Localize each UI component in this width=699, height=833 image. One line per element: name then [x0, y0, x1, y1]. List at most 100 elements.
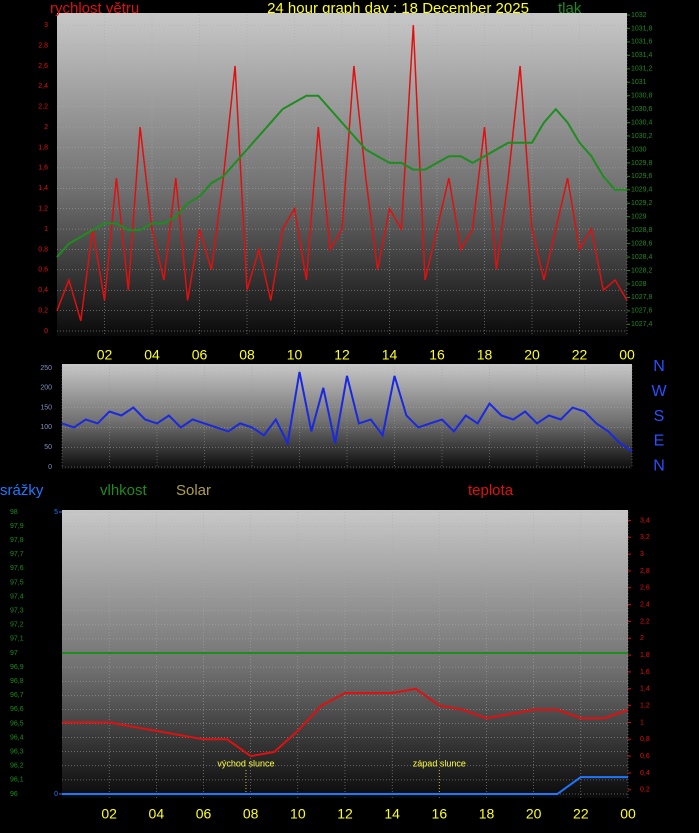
y2-tick-label: 2,4: [640, 601, 650, 608]
y-tick-label: 97: [10, 650, 18, 657]
legend-entry: vlhkost: [100, 482, 148, 499]
y2-tick-label: 1030,6: [631, 106, 653, 113]
x-tick-label: 20: [524, 347, 540, 363]
y-tick-label: 3: [44, 22, 48, 29]
series-line: [56, 25, 628, 322]
y3-tick-label: 0: [54, 791, 58, 798]
y-tick-label: 0,4: [38, 287, 48, 294]
annotation: východ slunce: [217, 758, 274, 768]
y-tick-label: 96,8: [10, 678, 24, 685]
y2-tick-label: 2: [640, 635, 644, 642]
legend-entry: rychlost větru: [50, 0, 139, 17]
y-tick-label: 97,1: [10, 636, 24, 643]
x-tick-label: 10: [287, 347, 303, 363]
y2-tick-label: 1031,6: [631, 39, 653, 46]
x-tick-label: 22: [572, 347, 588, 363]
y2-tick-label: 1028,6: [631, 240, 653, 247]
x-tick-label: 16: [432, 806, 448, 822]
y2-tick-label: 2,2: [640, 618, 650, 625]
y2-tick-label: 3: [640, 551, 644, 558]
y2-tick-label: 1027,4: [631, 321, 653, 328]
y-tick-label: 1,4: [38, 185, 48, 192]
x-tick-label: 00: [620, 806, 636, 822]
y2-tick-label: 1028,2: [631, 267, 653, 274]
y2-tick-label: 1028,8: [631, 227, 653, 234]
legend-entry: teplota: [468, 482, 514, 499]
y-tick-label: 2,8: [38, 42, 48, 49]
y2-tick-label: 0,6: [640, 753, 650, 760]
legend-entry: srážky: [0, 482, 44, 499]
y-tick-label: 97,9: [10, 523, 24, 530]
x-tick-label: 06: [196, 806, 212, 822]
x-tick-label: 18: [477, 347, 493, 363]
y-tick-label: 0: [48, 464, 52, 471]
y2-tick-label: 1031,8: [631, 25, 653, 32]
y-tick-label: 0: [44, 328, 48, 335]
series-line: [56, 94, 627, 258]
y2-tick-label: 1030,2: [631, 133, 653, 140]
legend-entry: tlak: [558, 0, 582, 17]
y2-tick-label: 1,4: [640, 686, 650, 693]
y2-tick-label: 1029,2: [631, 200, 653, 207]
y2-tick-label: 2,6: [640, 585, 650, 592]
y-tick-label: 97,6: [10, 565, 24, 572]
y-tick-label: 96,4: [10, 734, 24, 741]
y-tick-label: 1: [44, 226, 48, 233]
direction-label: E: [654, 433, 665, 450]
y-tick-label: 50: [44, 444, 52, 451]
y-tick-label: 97,2: [10, 622, 24, 629]
direction-label: N: [653, 358, 665, 375]
y-tick-label: 2,4: [38, 83, 48, 90]
series-line: [62, 687, 629, 758]
y-tick-label: 200: [40, 385, 52, 392]
x-tick-label: 18: [479, 806, 495, 822]
x-tick-label: 16: [429, 347, 445, 363]
y2-tick-label: 1030,4: [631, 119, 653, 126]
y-tick-label: 100: [40, 424, 52, 431]
y2-tick-label: 1030: [631, 146, 647, 153]
x-tick-label: 20: [526, 806, 542, 822]
direction-label: N: [653, 457, 665, 474]
y2-tick-label: 1028,4: [631, 254, 653, 261]
y-tick-label: 96: [10, 791, 18, 798]
y-tick-label: 96,5: [10, 720, 24, 727]
y-tick-label: 2,6: [38, 63, 48, 70]
y2-tick-label: 1031,4: [631, 52, 653, 59]
y2-tick-label: 1,8: [640, 652, 650, 659]
y2-tick-label: 1: [640, 719, 644, 726]
y2-tick-label: 2,8: [640, 568, 650, 575]
x-tick-label: 04: [149, 806, 165, 822]
x-tick-label: 06: [192, 347, 208, 363]
x-tick-label: 14: [382, 347, 398, 363]
y2-tick-label: 0,8: [640, 736, 650, 743]
x-tick-label: 10: [290, 806, 306, 822]
x-tick-label: 12: [337, 806, 353, 822]
y-tick-label: 0,8: [38, 246, 48, 253]
y-tick-label: 97,4: [10, 593, 24, 600]
y-tick-label: 1,6: [38, 165, 48, 172]
y2-tick-label: 1027,8: [631, 294, 653, 301]
y-tick-label: 96,9: [10, 664, 24, 671]
y-tick-label: 96,1: [10, 777, 24, 784]
y2-tick-label: 1028: [631, 281, 647, 288]
y2-tick-label: 0,4: [640, 770, 650, 777]
series-line: [62, 776, 628, 795]
y2-tick-label: 1029,6: [631, 173, 653, 180]
y2-tick-label: 3,2: [640, 534, 650, 541]
y2-tick-label: 1,2: [640, 702, 650, 709]
y-tick-label: 97,7: [10, 551, 24, 558]
y-tick-label: 97,3: [10, 608, 24, 615]
y-tick-label: 98: [10, 509, 18, 516]
y-tick-label: 150: [40, 404, 52, 411]
y2-tick-label: 1032: [631, 12, 647, 19]
y2-tick-label: 1,6: [640, 669, 650, 676]
y-tick-label: 96,6: [10, 706, 24, 713]
y-tick-label: 1,2: [38, 206, 48, 213]
annotation: západ slunce: [413, 758, 466, 768]
x-tick-label: 14: [384, 806, 400, 822]
y-tick-label: 250: [40, 365, 52, 372]
x-tick-label: 02: [97, 347, 113, 363]
y2-tick-label: 0,2: [640, 787, 650, 794]
y2-tick-label: 1027,6: [631, 308, 653, 315]
